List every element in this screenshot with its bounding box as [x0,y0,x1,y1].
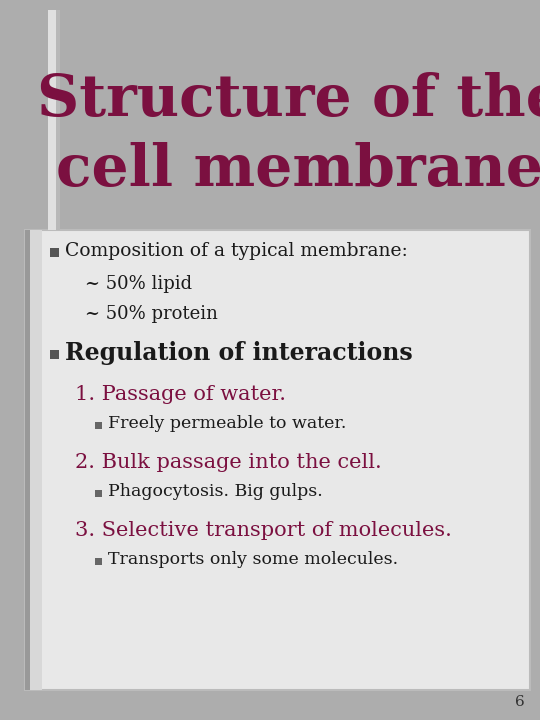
Text: Transports only some molecules.: Transports only some molecules. [108,552,398,569]
Text: Phagocytosis. Big gulps.: Phagocytosis. Big gulps. [108,484,323,500]
Text: Freely permeable to water.: Freely permeable to water. [108,415,346,433]
Text: cell membrane: cell membrane [57,142,540,198]
Bar [50,248,59,257]
Bar [56,10,60,230]
Text: 2. Bulk passage into the cell.: 2. Bulk passage into the cell. [75,452,382,472]
Text: 3. Selective transport of molecules.: 3. Selective transport of molecules. [75,521,452,539]
Bar [48,10,56,230]
Text: 6: 6 [515,695,525,709]
Bar [95,558,102,565]
Bar [50,350,59,359]
Text: Regulation of interactions: Regulation of interactions [65,341,413,365]
Bar [95,490,102,497]
Text: ~ 50% protein: ~ 50% protein [85,305,218,323]
Text: 1. Passage of water.: 1. Passage of water. [75,384,286,403]
Bar [95,422,102,429]
Bar [30,230,42,690]
Text: ~ 50% lipid: ~ 50% lipid [85,275,192,293]
Text: Composition of a typical membrane:: Composition of a typical membrane: [65,242,408,260]
Bar [25,230,30,690]
FancyBboxPatch shape [25,230,530,690]
Text: Structure of the: Structure of the [37,72,540,128]
